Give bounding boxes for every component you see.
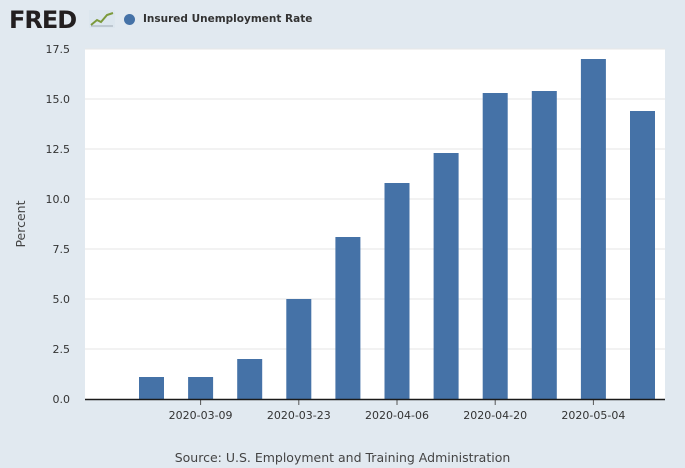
bar-2020-03-02[interactable] [139, 377, 164, 399]
bar-2020-05-04[interactable] [580, 59, 606, 399]
bar-2020-03-30[interactable] [335, 237, 361, 399]
y-tick-label: 5.0 [53, 293, 71, 306]
y-tick-label: 12.5 [46, 143, 71, 156]
x-axis-ticks: 2020-03-09 2020-03-23 2020-04-06 2020-04-20… [169, 399, 625, 422]
bar-2020-03-16[interactable] [237, 359, 263, 399]
bar-2020-04-27[interactable] [531, 91, 557, 399]
bar-2020-04-20[interactable] [482, 93, 508, 399]
bar-2020-03-23[interactable] [286, 299, 312, 399]
y-tick-label: 17.5 [46, 43, 71, 56]
line-chart-icon [89, 10, 115, 28]
legend-marker [124, 13, 135, 25]
bar-2020-03-09[interactable] [188, 377, 214, 399]
source-note: Source: U.S. Employment and Training Adm… [174, 450, 511, 465]
y-tick-label: 10.0 [46, 193, 71, 206]
x-tick-label: 2020-04-06 [365, 409, 429, 422]
x-tick-label: 2020-04-20 [463, 409, 527, 422]
y-tick-label: 0.0 [53, 393, 71, 406]
y-axis-label: Percent [13, 200, 28, 247]
bar-2020-04-06[interactable] [384, 183, 410, 399]
plot-area [85, 49, 665, 399]
y-axis-ticks: 0.0 2.5 5.0 7.5 10.0 12.5 15.0 17.5 [46, 43, 71, 406]
y-tick-label: 7.5 [53, 243, 71, 256]
x-tick-label: 2020-03-23 [267, 409, 331, 422]
gridlines [85, 48, 665, 350]
bar-2020-05-11[interactable] [630, 111, 655, 399]
x-tick-label: 2020-05-04 [561, 409, 625, 422]
y-tick-label: 2.5 [53, 343, 71, 356]
chart-legend[interactable]: Insured Unemployment Rate [124, 11, 312, 27]
x-tick-label: 2020-03-09 [169, 409, 233, 422]
y-tick-label: 15.0 [46, 93, 71, 106]
fred-logo[interactable]: FRED [9, 6, 77, 34]
legend-label: Insured Unemployment Rate [143, 13, 313, 25]
bar-2020-04-13[interactable] [433, 153, 459, 399]
chart-header: FRED Insured Unemployment Rate [0, 0, 685, 40]
bar-series [139, 59, 655, 399]
